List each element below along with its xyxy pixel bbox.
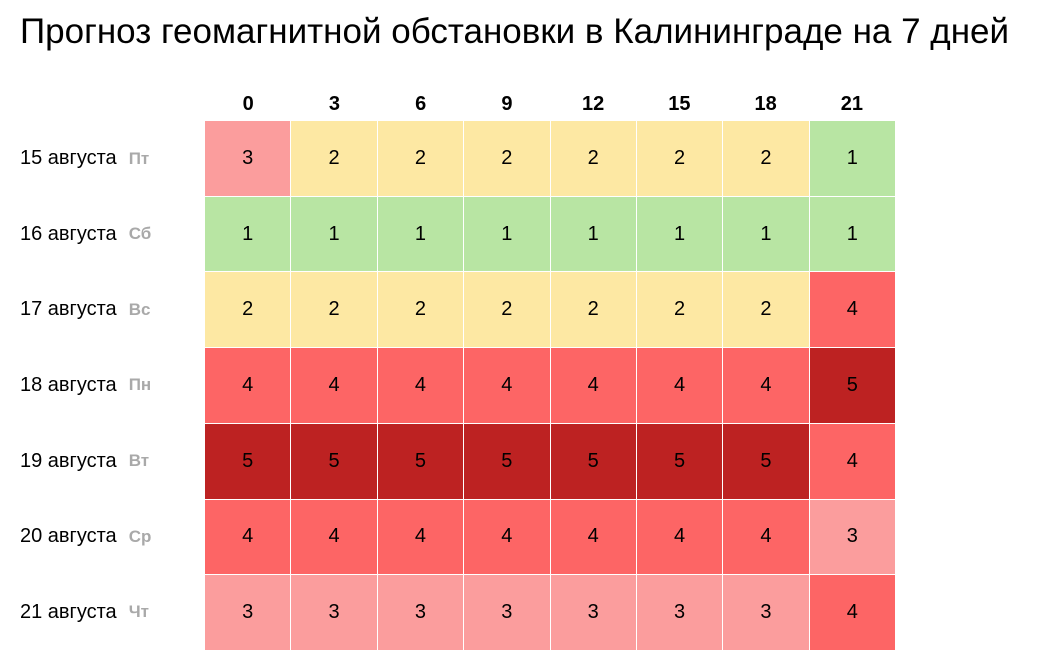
heatmap-cell: 1 (550, 196, 636, 272)
heatmap-cell: 1 (809, 196, 895, 272)
heatmap-cell: 2 (636, 272, 723, 348)
heatmap-cell: 4 (636, 348, 723, 423)
day-date: 15 августа (20, 147, 117, 170)
heatmap-cell: 5 (636, 423, 723, 499)
heatmap-cell: 4 (809, 423, 895, 499)
heatmap-cell: 4 (377, 348, 464, 423)
heatmap-cell: 2 (291, 272, 377, 348)
heatmap-cell: 1 (723, 196, 809, 272)
heatmap-cell: 4 (205, 499, 291, 575)
hour-header-3: 3 (328, 93, 340, 115)
day-of-week: Вс (128, 299, 151, 319)
heatmap-cell: 1 (205, 196, 291, 272)
day-date: 19 августа (20, 449, 117, 472)
heatmap-cell: 3 (550, 575, 636, 650)
hour-header-15: 15 (668, 93, 691, 115)
day-label: 17 августа Вс (0, 272, 205, 348)
heatmap-cell: 3 (377, 575, 464, 650)
day-date: 16 августа (20, 222, 117, 245)
day-of-week: Вт (128, 451, 150, 471)
hour-header-12: 12 (582, 93, 605, 115)
heatmap-cell: 4 (723, 348, 809, 423)
heatmap-cell: 5 (377, 423, 464, 499)
day-label: 19 августа Вт (0, 423, 205, 499)
day-labels-column: 15 августа Пт 16 августа Сб 17 августа Вс 18 а… (0, 121, 205, 650)
page-title: Прогноз геомагнитной обстановки в Калини… (20, 12, 1010, 51)
day-date: 21 августа (20, 600, 117, 623)
heatmap-cell: 4 (809, 575, 895, 650)
heatmap-cell: 2 (550, 121, 636, 196)
heatmap-cell: 4 (723, 499, 809, 575)
heatmap-cell: 3 (723, 575, 809, 650)
day-date: 18 августа (20, 373, 117, 396)
day-label: 18 августа Пн (0, 348, 205, 424)
heatmap-cell: 2 (205, 272, 291, 348)
heatmap-cell: 2 (636, 121, 723, 196)
heatmap-cell: 1 (636, 196, 723, 272)
heatmap-cell: 3 (809, 499, 895, 575)
heatmap-cell: 3 (464, 575, 550, 650)
heatmap-cell: 2 (464, 121, 550, 196)
heatmap-cell: 4 (291, 499, 377, 575)
heatmap-cell: 2 (723, 272, 809, 348)
heatmap-cell: 4 (205, 348, 291, 423)
day-of-week: Чт (128, 602, 149, 622)
heatmap-cell: 3 (205, 121, 291, 196)
hour-header-row: 0 3 6 9 12 15 18 21 (205, 88, 895, 120)
heatmap-cell: 3 (291, 575, 377, 650)
heatmap-cell: 2 (377, 272, 464, 348)
hour-header-18: 18 (754, 93, 777, 115)
heatmap-cell: 4 (291, 348, 377, 423)
heatmap-cell: 4 (550, 499, 636, 575)
heatmap-cell: 4 (636, 499, 723, 575)
heatmap-cell: 2 (550, 272, 636, 348)
hour-header-21: 21 (840, 93, 863, 115)
heatmap-cell: 4 (809, 272, 895, 348)
heatmap-cell: 2 (723, 121, 809, 196)
hour-header-6: 6 (415, 93, 427, 115)
day-date: 20 августа (20, 525, 117, 548)
day-of-week: Сб (128, 224, 152, 244)
heatmap-cell: 1 (291, 196, 377, 272)
heatmap-cell: 5 (205, 423, 291, 499)
heatmap-cell: 4 (464, 499, 550, 575)
heatmap-cell: 4 (377, 499, 464, 575)
heatmap-cell: 1 (464, 196, 550, 272)
heatmap-cell: 1 (809, 121, 895, 196)
day-of-week: Пт (128, 148, 150, 168)
heatmap-cell: 2 (291, 121, 377, 196)
day-label: 16 августа Сб (0, 197, 205, 273)
heatmap-cell: 2 (464, 272, 550, 348)
day-label: 20 августа Ср (0, 499, 205, 575)
day-of-week: Пн (128, 375, 152, 395)
heatmap-cell: 2 (377, 121, 464, 196)
heatmap-cell: 5 (809, 348, 895, 423)
heatmap-cell: 5 (723, 423, 809, 499)
heatmap-cell: 5 (550, 423, 636, 499)
heatmap-cell: 4 (550, 348, 636, 423)
heatmap-cell: 5 (464, 423, 550, 499)
day-of-week: Ср (128, 526, 152, 546)
heatmap-cell: 5 (291, 423, 377, 499)
day-date: 17 августа (20, 298, 117, 321)
heatmap-cell: 4 (464, 348, 550, 423)
day-label: 15 августа Пт (0, 121, 205, 197)
heatmap-cell: 3 (636, 575, 723, 650)
hour-header-0: 0 (242, 93, 254, 115)
heatmap-cell: 1 (377, 196, 464, 272)
hour-header-9: 9 (501, 93, 513, 115)
heatmap-cell: 3 (205, 575, 291, 650)
day-label: 21 августа Чт (0, 574, 205, 650)
